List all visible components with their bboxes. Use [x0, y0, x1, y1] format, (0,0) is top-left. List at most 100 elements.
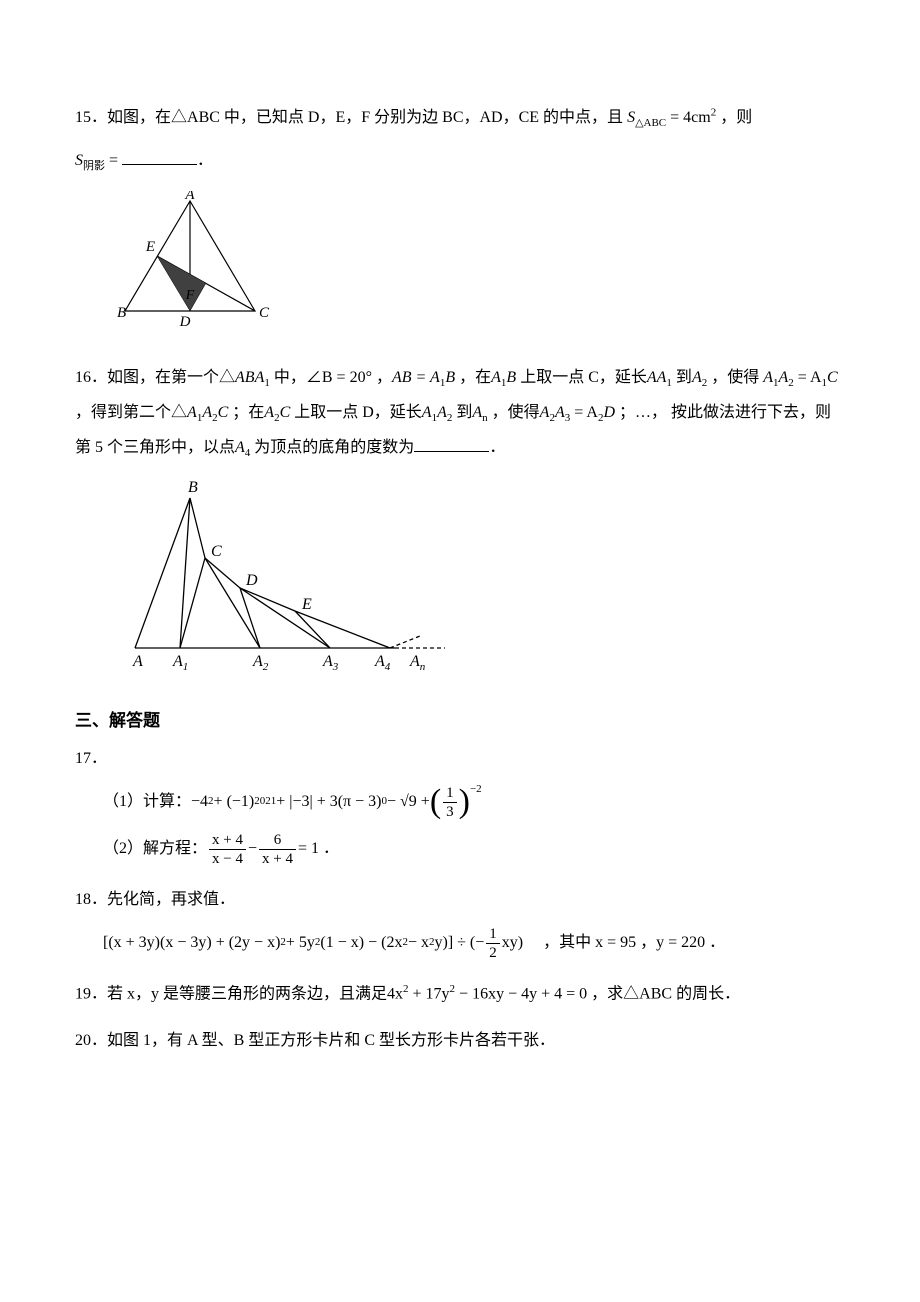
p16-t1a: ABA [235, 369, 264, 386]
p15-figB: B [117, 305, 126, 321]
p17-sub1: （1）计算： −42 + (−1)2021 + |−3| + 3(π − 3)0… [103, 784, 845, 821]
p16-figA2s: 2 [263, 661, 269, 673]
p15-figA: A [184, 191, 195, 203]
p17-minus: − [248, 835, 257, 864]
p16-period: ． [489, 439, 505, 456]
p16-a2cb: C [280, 404, 291, 421]
p16-svg: A B C D E A1 A2 A3 A4 An [105, 478, 485, 678]
p18-tb: y = 220 ． [656, 929, 725, 958]
p16-aa1a: AA [647, 369, 667, 386]
p15-svg: A B C D E F [105, 191, 275, 331]
p16-eq2d: C [827, 369, 838, 386]
p16-num: 16 [75, 369, 91, 386]
svg-text:A2: A2 [252, 653, 269, 673]
p17-sub2: （2）解方程： x + 4x − 4 − 6x + 4 = 1 ． [103, 831, 845, 868]
problem-17: 17． （1）计算： −42 + (−1)2021 + |−3| + 3(π −… [75, 745, 845, 868]
p19-ec: − 16xy − 4y + 4 = 0 [455, 985, 587, 1002]
p19-c: ABC 的周长． [639, 985, 740, 1002]
p16-eq1a: AB = A [392, 369, 440, 386]
p18-text: ．先化简，再求值． [91, 891, 235, 908]
p16-figAns: n [420, 661, 426, 673]
p15-tri: △ [171, 109, 187, 126]
p16-f: 到 [672, 369, 692, 386]
p18-a: [(x + 3y)(x − 3y) + (2y − x) [103, 929, 280, 958]
p17-s1-frac: ( 13 ) [430, 784, 470, 821]
p19-b: ，求 [587, 985, 623, 1002]
p16-blank [414, 436, 489, 452]
p17-s1-sup4: −2 [470, 780, 482, 800]
problem-15-figure: A B C D E F [105, 191, 845, 342]
p19-ea: 4x [387, 985, 403, 1002]
p17-s1-label: （1）计算： [103, 788, 191, 817]
p17-lparen: ( [430, 785, 441, 819]
p16-eq3c: = A [570, 404, 598, 421]
problem-18: 18．先化简，再求值． [(x + 3y)(x − 3y) + (2y − x)… [75, 886, 845, 962]
p16-a4a: A [235, 439, 245, 456]
p15-Ssub: △ABC [635, 117, 666, 129]
p17-s1-c: + |−3| + 3(π − 3) [276, 788, 381, 817]
p16-a2ca: A [264, 404, 274, 421]
p15-figC: C [259, 305, 270, 321]
p15-S2sub: 阴影 [83, 161, 105, 173]
p16-figA1s: 1 [183, 661, 189, 673]
p16-t2a: A [187, 404, 197, 421]
p18-ta: ，其中 x = 95 ， [543, 929, 656, 958]
p17-num: 17 [75, 750, 91, 767]
p17-fn: 1 [443, 784, 457, 803]
p16-l: ，使得 [488, 404, 540, 421]
p16-a1a2a: A [422, 404, 432, 421]
p19-eb: + 17y [409, 985, 450, 1002]
p16-eq2c: = A [794, 369, 822, 386]
problem-16: 16．如图，在第一个△ABA1 中，∠B = 20° ，AB = A1B ，在A… [75, 360, 845, 689]
p19-tri: △ [623, 985, 639, 1002]
p15-b: ABC 中，已知点 D，E，F 分别为边 BC，AD，CE 的中点，且 [187, 109, 623, 126]
problem-20: 20．如图 1，有 A 型、B 型正方形卡片和 C 型长方形卡片各若干张． [75, 1027, 845, 1056]
p16-ana: A [472, 404, 482, 421]
problem-15-text: 15．如图，在△ABC 中，已知点 D，E，F 分别为边 BC，AD，CE 的中… [75, 100, 845, 135]
p16-angle: ∠B = 20° [306, 369, 372, 386]
p16-figA: A [132, 653, 143, 670]
problem-19: 19．若 x，y 是等腰三角形的两条边，且满足4x2 + 17y2 − 16xy… [75, 980, 845, 1009]
p18-f: xy) [502, 929, 523, 958]
p16-tri1: △ [219, 369, 235, 386]
p16-eq3a: A [540, 404, 550, 421]
problem-15: 15．如图，在△ABC 中，已知点 D，E，F 分别为边 BC，AD，CE 的中… [75, 100, 845, 342]
problem-16-figure: A B C D E A1 A2 A3 A4 An [105, 478, 845, 689]
p20-num: 20 [75, 1032, 91, 1049]
p16-a1ba: A [491, 369, 501, 386]
p16-figB: B [188, 479, 198, 496]
svg-text:A1: A1 [172, 653, 188, 673]
p18-c: (1 − x) − (2x [320, 929, 402, 958]
p16-figAn: A [409, 653, 420, 670]
p16-b: 中， [270, 369, 306, 386]
p16-d: ，在 [455, 369, 491, 386]
p17-s1-a: −4 [191, 788, 208, 817]
p15-a: ．如图，在 [91, 109, 171, 126]
p17-rparen: ) [459, 785, 470, 819]
p16-eq2b: A [779, 369, 789, 386]
p17-f2d: x + 4 [259, 850, 296, 868]
problem-16-text: 16．如图，在第一个△ABA1 中，∠B = 20° ，AB = A1B ，在A… [75, 360, 845, 466]
p20-text: ．如图 1，有 A 型、B 型正方形卡片和 C 型长方形卡片各若干张． [91, 1032, 555, 1049]
p16-figD: D [245, 572, 258, 589]
p18-fn: 1 [486, 925, 500, 944]
p16-i: ；在 [228, 404, 264, 421]
p17-eq: = 1 ． [298, 835, 339, 864]
p16-a1bb: B [506, 369, 516, 386]
p17-s1-d: − √9 + [387, 788, 430, 817]
p16-figA1: A [172, 653, 183, 670]
p16-e: 上取一点 C，延长 [516, 369, 647, 386]
p17-f1n: x + 4 [209, 831, 246, 850]
p18-expr: [(x + 3y)(x − 3y) + (2y − x)2 + 5y2(1 − … [103, 925, 845, 962]
section-3-title: 三、解答题 [75, 706, 845, 737]
p16-eq3d: D [603, 404, 615, 421]
p18-b: + 5y [286, 929, 315, 958]
p15-S2eq: = [105, 152, 122, 169]
p16-o: 为顶点的底角的度数为 [250, 439, 414, 456]
p18-e: y)] ÷ (− [434, 929, 484, 958]
p18-fd: 2 [486, 944, 500, 962]
p15-period: ． [197, 152, 213, 169]
p17-f1d: x − 4 [209, 850, 246, 868]
p17-s2-label: （2）解方程： [103, 835, 207, 864]
svg-text:A3: A3 [322, 653, 339, 673]
